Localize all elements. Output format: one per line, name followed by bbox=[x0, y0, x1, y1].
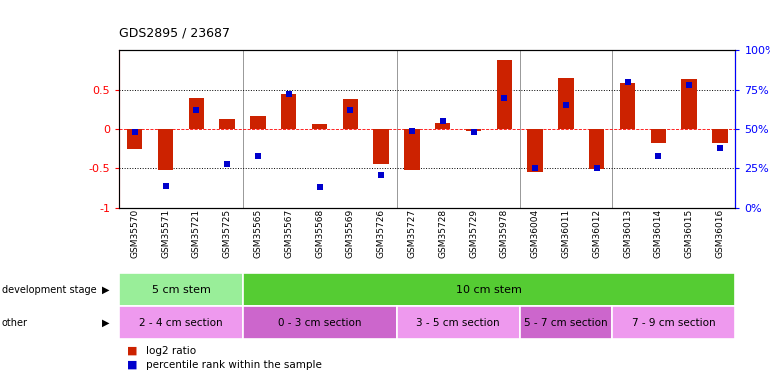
Bar bbox=[189, 98, 204, 129]
Bar bbox=[373, 129, 389, 164]
Bar bbox=[589, 129, 604, 169]
Point bbox=[159, 183, 172, 189]
Point bbox=[252, 153, 264, 159]
Point bbox=[714, 145, 726, 151]
Point bbox=[683, 82, 695, 88]
Point bbox=[560, 102, 572, 108]
Point bbox=[283, 92, 295, 98]
Point bbox=[652, 153, 665, 159]
Bar bbox=[404, 129, 420, 170]
Point bbox=[437, 118, 449, 124]
Text: 3 - 5 cm section: 3 - 5 cm section bbox=[417, 318, 500, 328]
Text: 2 - 4 cm section: 2 - 4 cm section bbox=[139, 318, 223, 328]
Point bbox=[406, 128, 418, 134]
Point bbox=[529, 165, 541, 171]
Point bbox=[591, 165, 603, 171]
Point bbox=[498, 94, 511, 100]
Text: 10 cm stem: 10 cm stem bbox=[456, 285, 522, 295]
Text: 7 - 9 cm section: 7 - 9 cm section bbox=[632, 318, 715, 328]
Bar bbox=[558, 78, 574, 129]
Bar bbox=[620, 83, 635, 129]
Bar bbox=[219, 119, 235, 129]
Text: log2 ratio: log2 ratio bbox=[146, 345, 196, 355]
Bar bbox=[250, 116, 266, 129]
Text: GDS2895 / 23687: GDS2895 / 23687 bbox=[119, 26, 230, 39]
Bar bbox=[343, 99, 358, 129]
Bar bbox=[712, 129, 728, 143]
Text: 5 cm stem: 5 cm stem bbox=[152, 285, 210, 295]
Point bbox=[190, 107, 203, 113]
Bar bbox=[158, 129, 173, 170]
Point bbox=[621, 79, 634, 85]
Bar bbox=[497, 60, 512, 129]
Bar bbox=[466, 129, 481, 131]
Bar bbox=[127, 129, 142, 149]
Text: percentile rank within the sample: percentile rank within the sample bbox=[146, 360, 322, 370]
Bar bbox=[281, 94, 296, 129]
Text: ■: ■ bbox=[127, 360, 138, 370]
Bar bbox=[312, 124, 327, 129]
Text: ▶: ▶ bbox=[102, 285, 109, 295]
Text: other: other bbox=[2, 318, 28, 328]
Bar bbox=[651, 129, 666, 143]
Point bbox=[221, 160, 233, 166]
Text: 0 - 3 cm section: 0 - 3 cm section bbox=[278, 318, 361, 328]
Bar bbox=[527, 129, 543, 173]
Text: ▶: ▶ bbox=[102, 318, 109, 328]
Text: ■: ■ bbox=[127, 345, 138, 355]
Point bbox=[344, 107, 357, 113]
Text: development stage: development stage bbox=[2, 285, 96, 295]
Text: 5 - 7 cm section: 5 - 7 cm section bbox=[524, 318, 608, 328]
Point bbox=[375, 172, 387, 178]
Point bbox=[467, 129, 480, 135]
Bar bbox=[435, 123, 450, 129]
Point bbox=[313, 184, 326, 190]
Bar bbox=[681, 80, 697, 129]
Point bbox=[129, 129, 141, 135]
